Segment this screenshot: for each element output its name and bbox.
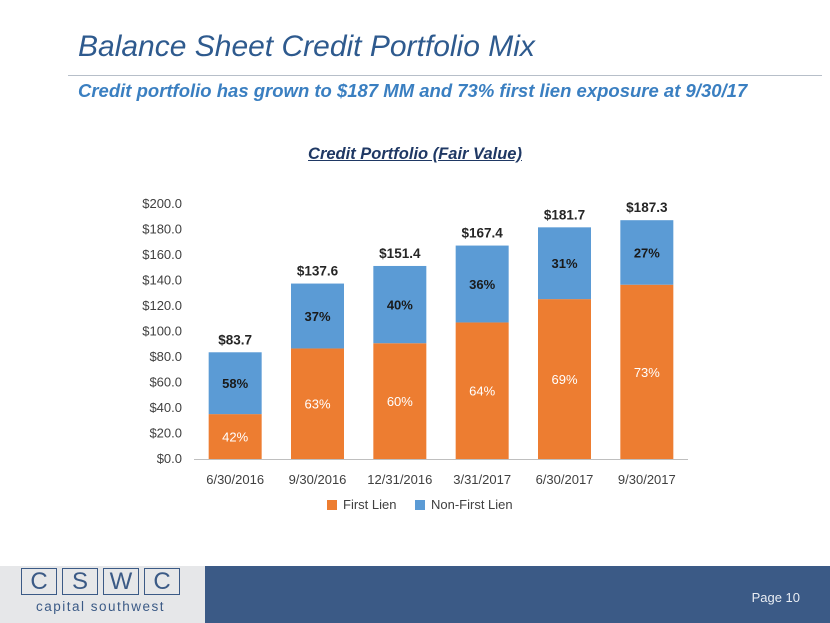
chart-title: Credit Portfolio (Fair Value) (308, 145, 522, 163)
company-logo: C S W C capital southwest (21, 568, 180, 622)
y-tick-label: $60.0 (149, 375, 182, 390)
total-value-label: $187.3 (626, 200, 668, 215)
y-tick-label: $120.0 (142, 298, 182, 313)
bar-non-first-lien (455, 245, 509, 323)
y-tick-label: $80.0 (149, 349, 182, 364)
legend-swatch (415, 500, 425, 510)
total-value-label: $151.4 (379, 246, 421, 261)
bar-non-first-lien (208, 352, 262, 415)
x-tick-label: 6/30/2016 (206, 472, 264, 487)
logo-letter: S (62, 568, 98, 595)
x-tick-label: 12/31/2016 (367, 472, 432, 487)
non-first-lien-percent-label: 27% (634, 245, 660, 260)
y-tick-label: $200.0 (142, 196, 182, 211)
non-first-lien-percent-label: 31% (551, 256, 577, 271)
footer-bar (205, 566, 830, 623)
y-tick-label: $40.0 (149, 400, 182, 415)
total-value-label: $181.7 (544, 207, 585, 222)
x-tick-label: 9/30/2016 (289, 472, 347, 487)
first-lien-percent-label: 42% (222, 430, 248, 445)
bar-first-lien (455, 322, 509, 459)
logo-letter: W (103, 568, 139, 595)
logo-tagline: capital southwest (35, 599, 166, 614)
title-divider (68, 75, 822, 76)
legend-label: Non-First Lien (431, 497, 513, 512)
bar-first-lien (373, 343, 427, 459)
y-tick-label: $180.0 (142, 222, 182, 237)
bar-non-first-lien (538, 227, 591, 300)
non-first-lien-percent-label: 58% (222, 376, 248, 391)
x-tick-label: 9/30/2017 (618, 472, 676, 487)
y-tick-label: $160.0 (142, 247, 182, 262)
bar-first-lien (208, 414, 262, 459)
legend-label: First Lien (343, 497, 396, 512)
page-number: Page 10 (751, 590, 800, 605)
legend-swatch (327, 500, 337, 510)
non-first-lien-percent-label: 40% (387, 298, 413, 313)
stacked-bar-chart: $0.0 $20.0 $40.0 $60.0 $80.0 $100.0 $120.0 $140… (142, 196, 688, 512)
y-tick-label: $140.0 (142, 273, 182, 288)
y-tick-label: $100.0 (142, 324, 182, 339)
bar-non-first-lien (620, 220, 674, 285)
first-lien-percent-label: 64% (469, 384, 495, 399)
slide-title: Balance Sheet Credit Portfolio Mix (78, 30, 535, 63)
total-value-label: $167.4 (462, 226, 504, 241)
y-tick-label: $20.0 (149, 426, 182, 441)
bar-first-lien (291, 348, 344, 459)
bar-first-lien (538, 299, 591, 459)
x-tick-label: 3/31/2017 (453, 472, 511, 487)
non-first-lien-percent-label: 37% (304, 309, 330, 324)
bar-first-lien (620, 284, 674, 459)
x-tick-label: 6/30/2017 (536, 472, 594, 487)
total-value-label: $83.7 (218, 332, 252, 347)
bar-non-first-lien (373, 265, 427, 344)
bar-non-first-lien (291, 283, 344, 349)
first-lien-percent-label: 63% (304, 397, 330, 412)
first-lien-percent-label: 60% (387, 394, 413, 409)
logo-letter: C (21, 568, 57, 595)
non-first-lien-percent-label: 36% (469, 277, 495, 292)
first-lien-percent-label: 73% (634, 365, 660, 380)
y-tick-label: $0.0 (157, 451, 182, 466)
first-lien-percent-label: 69% (551, 372, 577, 387)
logo-letter: C (144, 568, 180, 595)
total-value-label: $137.6 (297, 264, 339, 279)
slide-subtitle: Credit portfolio has grown to $187 MM an… (78, 80, 748, 101)
